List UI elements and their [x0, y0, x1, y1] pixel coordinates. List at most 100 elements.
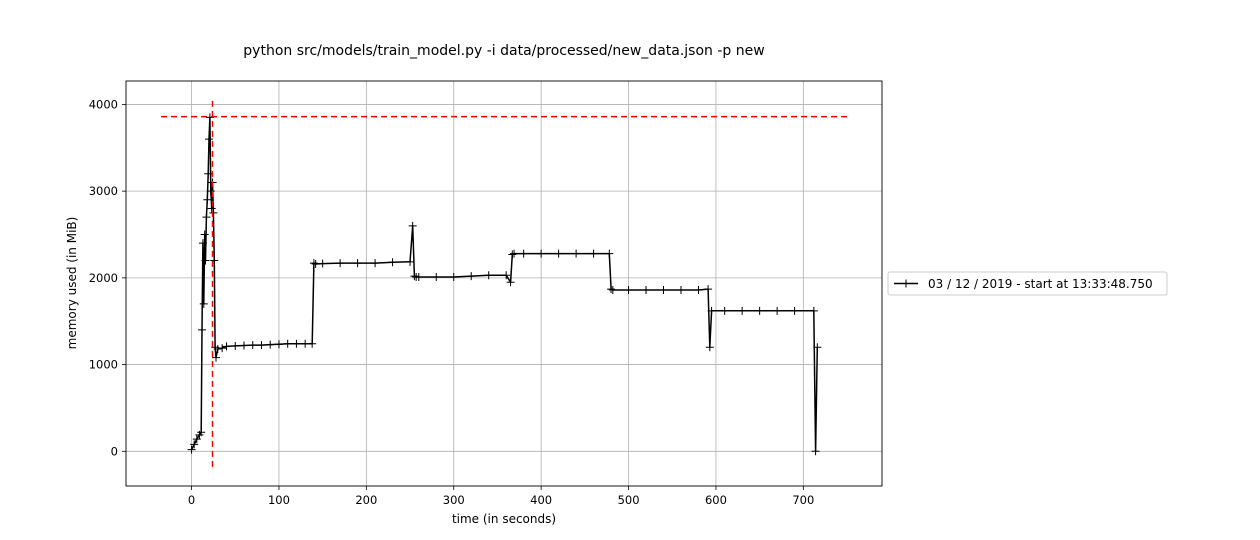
data-point-marker — [207, 204, 216, 213]
data-point-marker — [484, 271, 493, 280]
data-point-marker — [318, 259, 327, 268]
x-tick-label: 200 — [355, 493, 377, 507]
data-point-marker — [311, 259, 320, 268]
data-point-marker — [813, 343, 822, 352]
data-point-marker — [738, 306, 747, 315]
data-point-marker — [222, 342, 231, 351]
data-point-marker — [605, 249, 614, 258]
data-point-marker — [773, 306, 782, 315]
data-point-marker — [257, 341, 266, 350]
data-point-marker — [187, 445, 196, 454]
x-tick-label: 100 — [268, 493, 290, 507]
data-point-marker — [202, 213, 211, 222]
chart-title: python src/models/train_model.py -i data… — [243, 43, 764, 59]
x-tick-label: 700 — [792, 493, 814, 507]
data-point-marker — [694, 286, 703, 295]
data-point-marker — [554, 249, 563, 258]
data-point-marker — [502, 271, 511, 280]
data-point-marker — [292, 339, 301, 348]
y-axis-label: memory used (in MiB) — [65, 217, 79, 350]
data-point-marker — [506, 278, 515, 287]
data-point-marker — [432, 272, 441, 281]
data-point-marker — [608, 286, 617, 295]
data-point-marker — [809, 306, 818, 315]
data-point-marker — [572, 249, 581, 258]
data-point-marker — [283, 339, 292, 348]
data-point-marker — [790, 306, 799, 315]
plot-area-frame — [125, 80, 883, 487]
data-point-marker — [410, 272, 419, 281]
data-point-marker — [537, 249, 546, 258]
x-tick-label: 500 — [618, 493, 640, 507]
y-tick-label: 0 — [111, 444, 118, 458]
x-tick-label: 600 — [705, 493, 727, 507]
data-point-marker — [705, 343, 714, 352]
x-tick-label: 400 — [530, 493, 552, 507]
data-point-marker — [309, 259, 318, 268]
data-point-marker — [212, 353, 221, 362]
data-point-marker — [203, 195, 212, 204]
x-tick-label: 0 — [188, 493, 195, 507]
data-point-marker — [274, 340, 283, 349]
data-point-marker — [406, 257, 415, 266]
data-point-marker — [414, 272, 423, 281]
data-point-marker — [371, 259, 380, 268]
data-point-marker — [704, 285, 713, 294]
data-point-marker — [755, 306, 764, 315]
series-layer — [161, 100, 847, 467]
data-point-marker — [201, 256, 210, 265]
data-point-marker — [213, 344, 222, 353]
y-tick-label: 4000 — [89, 97, 118, 111]
data-point-marker — [266, 340, 275, 349]
data-point-marker — [388, 258, 397, 267]
data-point-marker — [589, 249, 598, 258]
data-point-marker — [467, 272, 476, 281]
data-point-marker — [624, 286, 633, 295]
data-point-marker — [218, 344, 227, 353]
data-point-marker — [197, 428, 206, 437]
data-point-marker — [720, 306, 729, 315]
data-point-marker — [205, 113, 214, 122]
data-point-marker — [248, 341, 257, 350]
legend-marker-plus — [902, 279, 910, 288]
legend-entry-label: 03 / 12 / 2019 - start at 13:33:48.750 — [928, 277, 1153, 291]
y-tick-label: 3000 — [89, 184, 118, 198]
y-tick-label: 2000 — [89, 271, 118, 285]
data-point-marker — [519, 249, 528, 258]
data-point-marker — [199, 299, 208, 308]
memory-series-line — [190, 116, 819, 453]
data-point-marker — [231, 341, 240, 350]
data-point-marker — [510, 249, 519, 258]
data-point-marker — [205, 135, 214, 144]
data-point-marker — [239, 341, 248, 350]
legend-box — [887, 271, 1168, 296]
data-point-marker — [676, 286, 685, 295]
data-point-marker — [642, 286, 651, 295]
data-point-marker — [353, 259, 362, 268]
data-point-marker — [198, 325, 207, 334]
y-axis-ticks: 0 1000 2000 3000 4000 — [89, 97, 126, 458]
legend: 03 / 12 / 2019 - start at 13:33:48.750 — [887, 271, 1168, 296]
data-point-marker — [210, 256, 219, 265]
y-tick-label: 1000 — [89, 358, 118, 372]
data-point-marker — [198, 239, 207, 248]
data-point-marker — [200, 230, 209, 239]
data-point-marker — [607, 285, 616, 294]
x-axis-ticks: 0 100 200 300 400 500 600 700 — [188, 486, 814, 507]
data-point-marker — [449, 272, 458, 281]
data-point-marker — [408, 221, 417, 230]
data-point-marker — [209, 208, 218, 217]
data-point-marker — [301, 339, 310, 348]
x-tick-label: 300 — [443, 493, 465, 507]
x-axis-label: time (in seconds) — [452, 512, 556, 526]
grid — [126, 81, 882, 486]
data-point-marker — [308, 339, 317, 348]
data-point-marker — [336, 259, 345, 268]
data-point-marker — [192, 435, 201, 444]
data-point-marker — [190, 440, 199, 449]
data-point-marker — [206, 187, 215, 196]
data-point-marker — [707, 306, 716, 315]
data-point-marker — [508, 250, 517, 259]
data-point-marker — [659, 286, 668, 295]
